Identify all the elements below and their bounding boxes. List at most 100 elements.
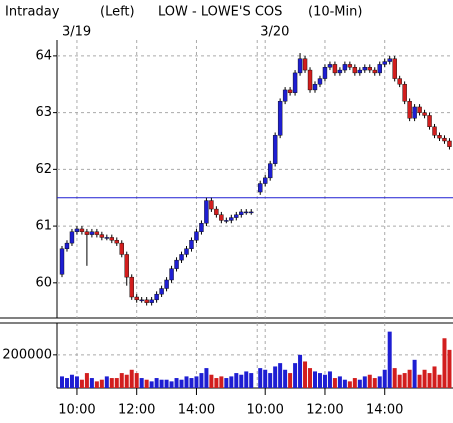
candle-body: [169, 268, 174, 281]
candle-body: [327, 64, 333, 68]
candle-body: [79, 228, 85, 232]
candle-body: [377, 64, 382, 74]
candle-body: [263, 177, 268, 184]
candle-body: [219, 214, 224, 221]
x-tick-label: 12:00: [118, 403, 155, 418]
volume-bar: [342, 379, 347, 388]
volume-bar: [134, 373, 139, 388]
volume-bar: [273, 366, 278, 388]
candle-body: [124, 254, 129, 278]
candle-body: [292, 72, 298, 93]
candle-body: [437, 135, 442, 139]
volume-bar: [313, 371, 317, 388]
volume-bar: [447, 349, 452, 388]
candle-body: [144, 299, 149, 303]
volume-bar: [317, 373, 322, 388]
volume-bar: [119, 373, 124, 388]
candle-body: [332, 64, 338, 74]
volume-bar: [392, 368, 397, 388]
candle-body: [307, 69, 313, 91]
candle-body: [64, 242, 70, 249]
volume-bar: [397, 374, 402, 388]
volume-bar: [104, 376, 109, 388]
candle-body: [224, 220, 229, 222]
candle-body: [199, 223, 204, 232]
candle-body: [164, 279, 169, 289]
candle-body: [392, 58, 397, 79]
candle-body: [258, 183, 263, 193]
volume-bar: [194, 376, 199, 388]
candle-body: [94, 231, 100, 235]
candle-body: [422, 112, 427, 116]
volume-bar: [268, 373, 273, 388]
volume-bar: [283, 369, 288, 388]
volume-bar: [422, 369, 427, 388]
candle-body: [337, 69, 343, 74]
volume-bar: [109, 378, 114, 388]
candle-body: [204, 200, 209, 224]
candle-body: [229, 217, 234, 221]
volume-bar: [412, 359, 417, 388]
volume-bar: [144, 379, 149, 388]
candle-body: [347, 64, 353, 68]
candle-body: [442, 137, 447, 142]
candle-body: [184, 248, 189, 255]
y-tick-label: 61: [35, 219, 52, 234]
volume-bar: [69, 374, 74, 388]
chart-interval: (10-Min): [308, 5, 362, 20]
candle-body: [282, 89, 288, 102]
candle-body: [99, 234, 105, 238]
candle-body: [209, 200, 214, 210]
volume-bar: [258, 368, 263, 388]
volume-bar: [293, 363, 298, 388]
volume-bar: [154, 378, 159, 388]
candle-body: [239, 211, 244, 215]
volume-bar: [84, 373, 89, 388]
candle-body: [214, 208, 219, 215]
volume-bar: [164, 379, 169, 388]
candle-body: [189, 240, 194, 249]
candle-body: [59, 248, 65, 275]
volume-bar: [362, 376, 367, 388]
volume-bar: [347, 381, 352, 388]
candle-body: [69, 231, 75, 244]
chart-title: LOW - LOWE'S COS: [158, 5, 282, 20]
candle-body: [114, 240, 119, 244]
candle-body: [432, 126, 437, 136]
volume-bar: [442, 338, 447, 388]
volume-bar: [357, 379, 362, 388]
volume-bar: [74, 376, 79, 388]
volume-bar: [288, 373, 293, 388]
volume-bar: [387, 331, 392, 388]
volume-bar: [129, 369, 134, 388]
y-tick-label: 64: [35, 48, 52, 63]
x-tick-label: 10:00: [246, 403, 283, 418]
volume-bar: [189, 378, 194, 388]
candle-body: [272, 135, 278, 164]
volume-bar: [174, 378, 179, 388]
volume-bar: [219, 376, 224, 388]
volume-bar: [79, 379, 84, 388]
volume-bar: [352, 378, 357, 388]
volume-bar: [432, 366, 437, 388]
candle-body: [89, 231, 95, 235]
candle-body: [352, 67, 358, 74]
candle-body: [104, 237, 110, 239]
volume-bar: [417, 374, 422, 388]
volume-bar: [224, 378, 229, 388]
volume-bar: [64, 378, 69, 388]
candle-body: [74, 228, 80, 232]
volume-bar: [377, 376, 382, 388]
candle-body: [447, 140, 452, 147]
candle-body: [342, 64, 348, 71]
candle-body: [362, 67, 367, 71]
volume-bar: [308, 368, 313, 388]
y-tick-label: 200000: [2, 347, 52, 362]
candle-body: [179, 254, 184, 261]
x-tick-label: 12:00: [306, 403, 343, 418]
candle-body: [417, 106, 422, 113]
volume-bar: [99, 379, 104, 388]
volume-bar: [184, 376, 189, 388]
candle-body: [249, 211, 254, 214]
